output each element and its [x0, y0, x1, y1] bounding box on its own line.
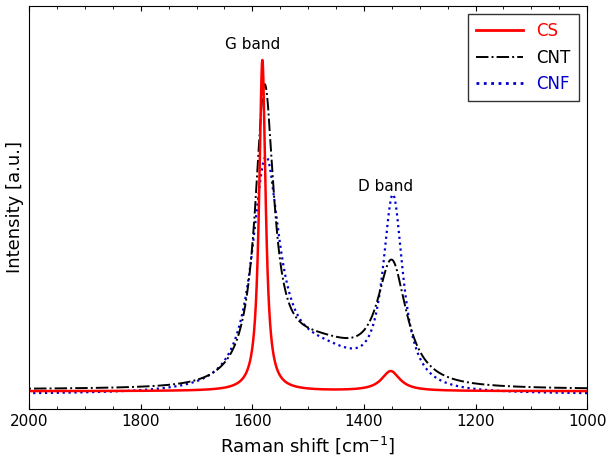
CNT: [261, 81, 269, 87]
CNF: [231, 336, 239, 342]
CS: [579, 388, 586, 394]
CS: [135, 388, 143, 394]
Line: CNF: CNF: [0, 157, 612, 394]
Text: D band: D band: [359, 179, 414, 194]
CNT: [135, 384, 143, 389]
CS: [259, 57, 266, 63]
Line: CNT: CNT: [0, 84, 612, 389]
CNT: [379, 278, 386, 283]
CS: [379, 375, 386, 381]
CS: [204, 387, 211, 392]
Y-axis label: Intensity [a.u.]: Intensity [a.u.]: [6, 141, 23, 274]
Line: CS: CS: [0, 60, 612, 391]
X-axis label: Raman shift [cm$^{-1}$]: Raman shift [cm$^{-1}$]: [220, 435, 396, 456]
CS: [231, 382, 239, 387]
CNT: [204, 373, 211, 379]
CS: [102, 388, 109, 394]
CNT: [231, 341, 239, 347]
CNF: [204, 374, 211, 379]
CNF: [579, 390, 586, 396]
CNF: [379, 267, 386, 273]
CNF: [135, 388, 143, 393]
CNT: [579, 385, 586, 391]
CNF: [263, 154, 270, 159]
Legend: CS, CNT, CNF: CS, CNT, CNF: [468, 14, 579, 101]
Text: G band: G band: [225, 37, 280, 52]
CNF: [102, 389, 109, 395]
CNT: [102, 385, 109, 390]
